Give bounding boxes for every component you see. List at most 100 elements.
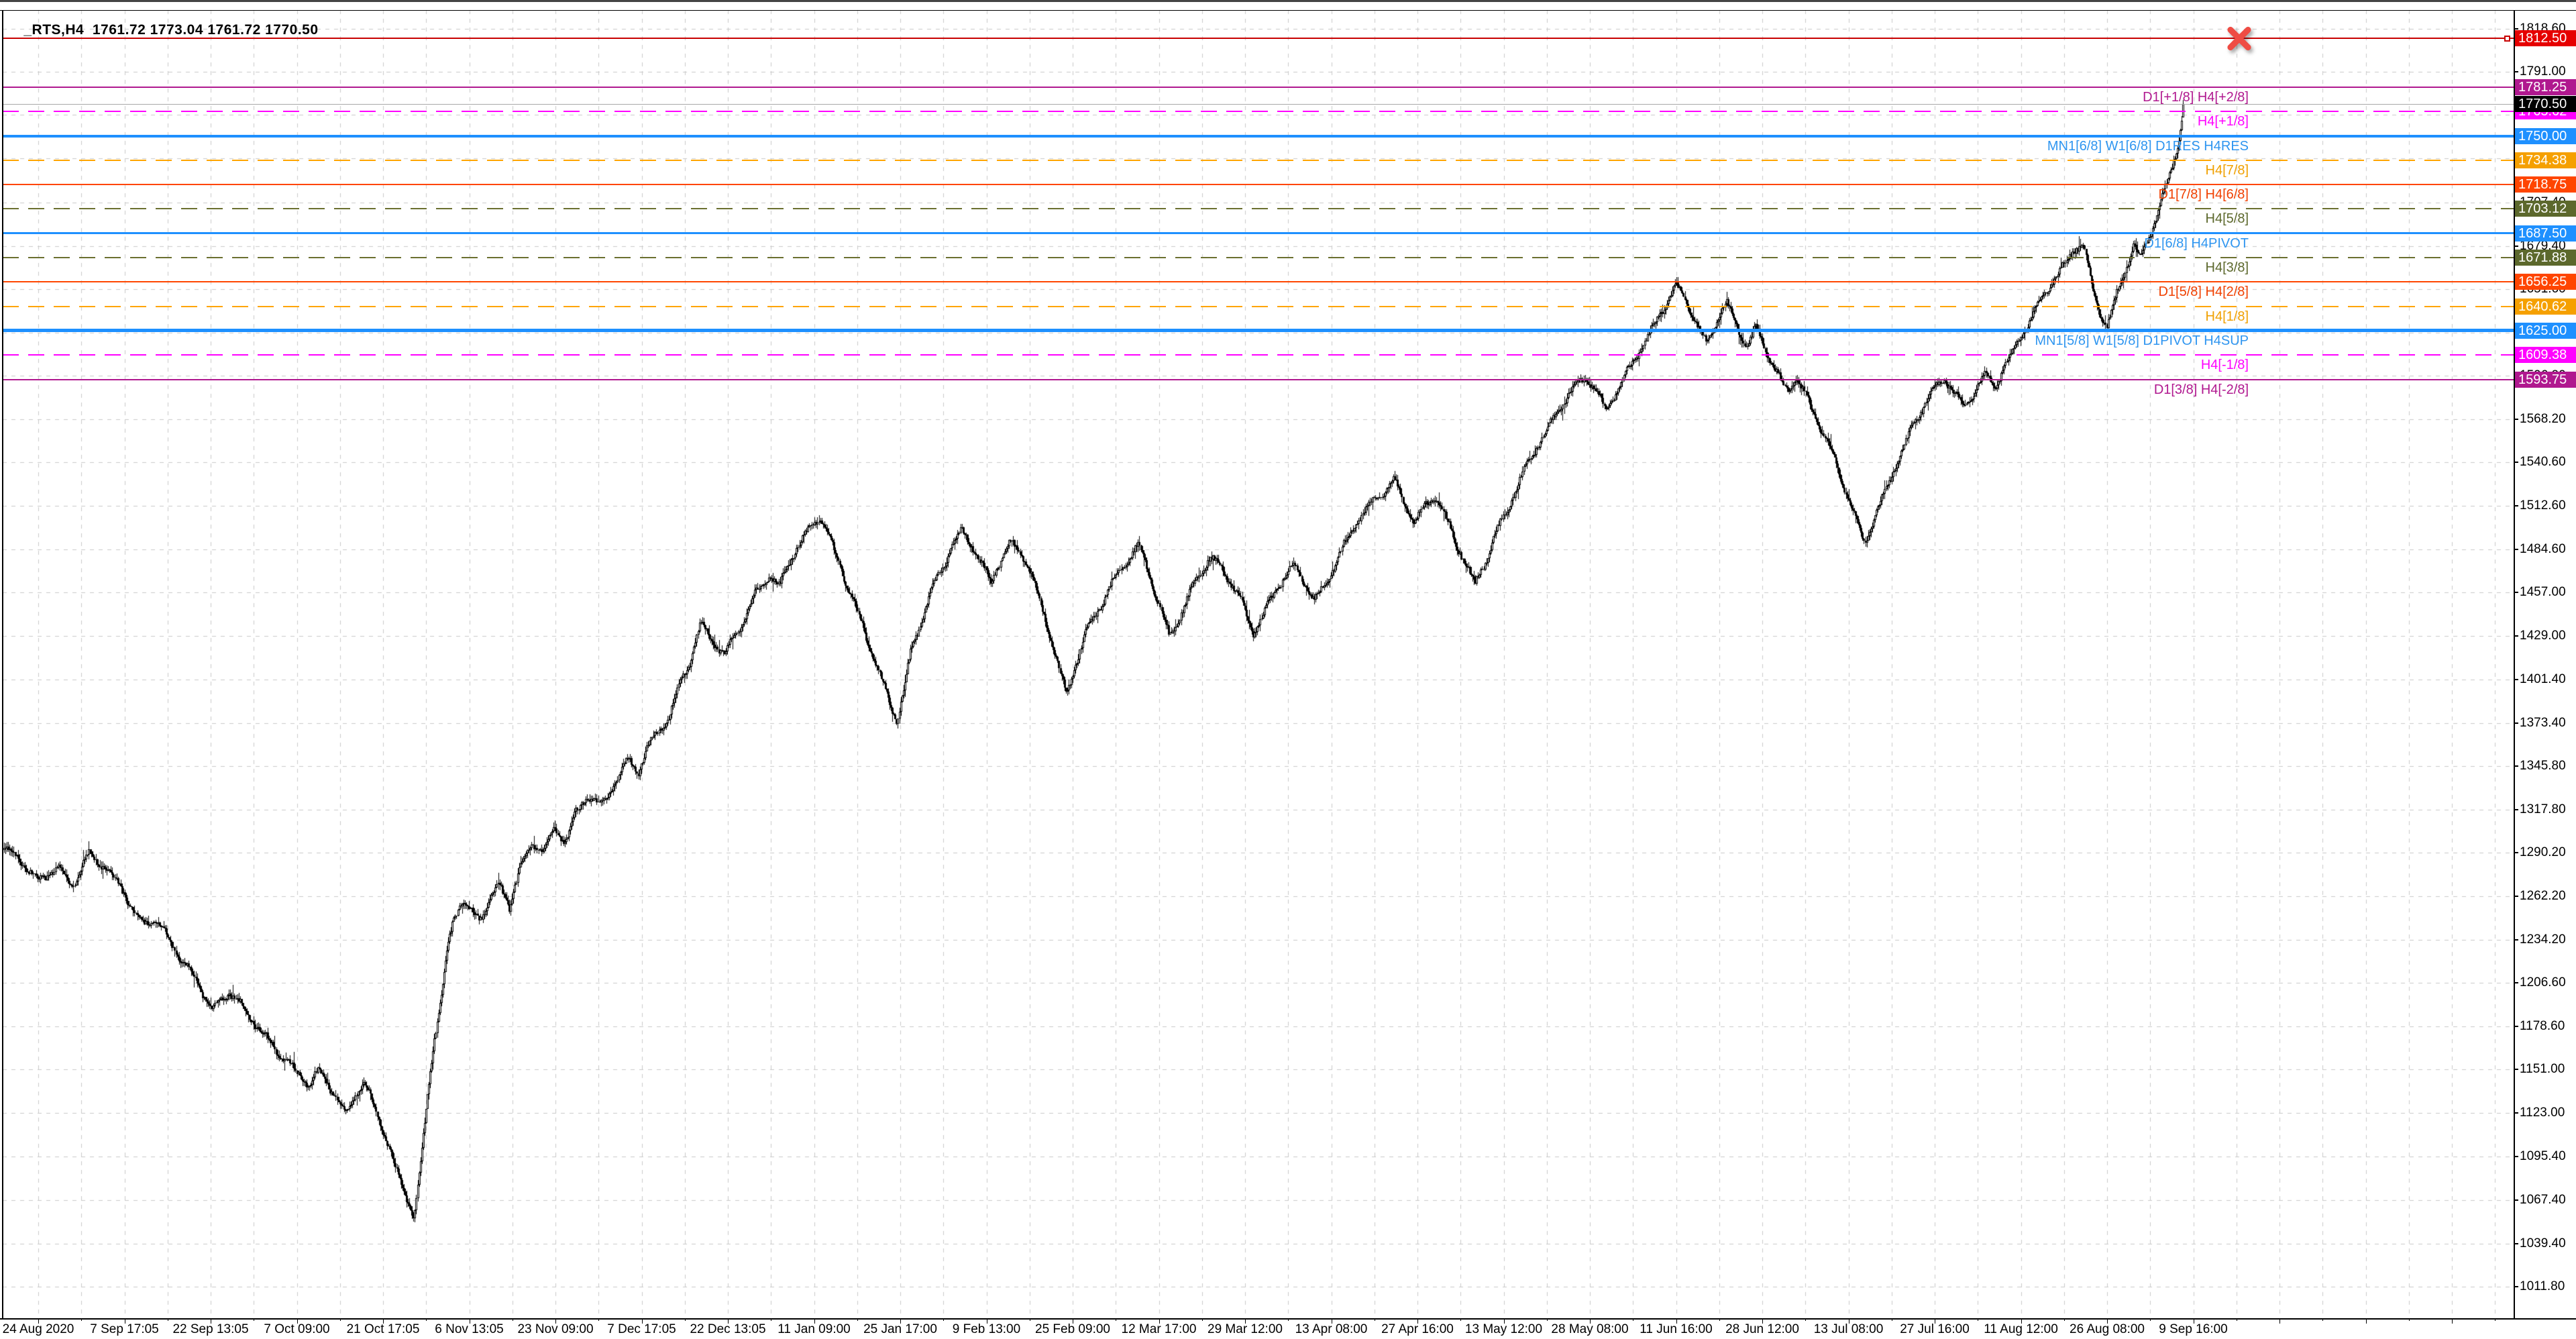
time-tickmark xyxy=(426,1318,427,1321)
time-tickmark xyxy=(2409,1318,2410,1321)
level-price-tag: 1593.75 xyxy=(2514,371,2576,388)
level-price-tag: 1687.50 xyxy=(2514,225,2576,242)
level-price-tag: 1625.00 xyxy=(2514,322,2576,339)
time-tickmark xyxy=(2279,1318,2280,1324)
price-tick: 1290.20 xyxy=(2520,845,2566,859)
price-tick: 1791.00 xyxy=(2520,64,2566,79)
time-tickmark xyxy=(2150,1318,2151,1321)
level-price-tag: 1718.75 xyxy=(2514,176,2576,193)
time-tickmark xyxy=(598,1318,599,1321)
level-price-tag: 1609.38 xyxy=(2514,347,2576,364)
level-line-1781.25[interactable] xyxy=(3,86,2514,88)
price-tickmark xyxy=(2514,1155,2518,1157)
price-tick: 1234.20 xyxy=(2520,932,2566,947)
time-label: 28 May 08:00 xyxy=(1551,1322,1629,1336)
plot-border-left xyxy=(2,10,3,1318)
time-label: 9 Sep 16:00 xyxy=(2159,1322,2228,1336)
price-tickmark xyxy=(2514,635,2518,637)
plot-border-bottom xyxy=(0,1318,2576,1320)
price-tickmark xyxy=(2514,1199,2518,1201)
price-axis-line xyxy=(2514,10,2515,1318)
chart-title: _RTS,H4 1761.72 1773.04 1761.72 1770.50 xyxy=(7,6,319,54)
price-tick: 1457.00 xyxy=(2520,585,2566,600)
time-tickmark xyxy=(2064,1318,2065,1321)
time-tickmark xyxy=(943,1318,944,1321)
time-tickmark xyxy=(1288,1318,1289,1321)
price-tickmark xyxy=(2514,505,2518,507)
time-label: 26 Aug 08:00 xyxy=(2070,1322,2145,1336)
time-tickmark xyxy=(297,1318,298,1324)
price-tickmark xyxy=(2514,765,2518,767)
time-label: 7 Dec 17:05 xyxy=(607,1322,676,1336)
level-line-1671.88[interactable] xyxy=(3,257,2514,259)
price-tick: 1345.80 xyxy=(2520,758,2566,773)
time-label: 11 Aug 12:00 xyxy=(1984,1322,2058,1336)
time-tickmark xyxy=(1245,1318,1246,1324)
time-tickmark xyxy=(642,1318,643,1324)
time-label: 22 Sep 13:05 xyxy=(172,1322,249,1336)
time-tickmark xyxy=(814,1318,815,1324)
price-tickmark xyxy=(2514,1242,2518,1244)
time-label: 6 Nov 13:05 xyxy=(435,1322,504,1336)
time-tickmark xyxy=(2107,1318,2108,1324)
time-tickmark xyxy=(383,1318,384,1324)
price-tickmark xyxy=(2514,895,2518,897)
level-line-1656.25[interactable] xyxy=(3,281,2514,283)
price-tick: 1401.40 xyxy=(2520,672,2566,686)
time-label: 12 Mar 17:00 xyxy=(1121,1322,1197,1336)
level-price-tag: 1750.00 xyxy=(2514,127,2576,144)
level-price-tag: 1703.12 xyxy=(2514,201,2576,217)
price-tick: 1317.80 xyxy=(2520,802,2566,816)
level-line-1718.75[interactable] xyxy=(3,184,2514,186)
time-tickmark xyxy=(728,1318,729,1324)
time-label: 27 Apr 16:00 xyxy=(1381,1322,1454,1336)
time-label: 25 Feb 09:00 xyxy=(1035,1322,1110,1336)
level-caption: H4[5/8] xyxy=(2205,211,2249,227)
level-price-tag: 1812.50 xyxy=(2514,30,2576,47)
level-line-1640.62[interactable] xyxy=(3,305,2514,307)
time-tickmark xyxy=(900,1318,901,1324)
price-tickmark xyxy=(2514,1026,2518,1028)
level-caption: D1[5/8] H4[2/8] xyxy=(2158,284,2249,300)
time-label: 25 Jan 17:00 xyxy=(863,1322,937,1336)
red-line-endpoint-handle[interactable] xyxy=(2504,35,2510,42)
price-tick: 1429.00 xyxy=(2520,629,2566,643)
time-label: 27 Jul 16:00 xyxy=(1900,1322,1970,1336)
level-line-1687.50[interactable] xyxy=(3,232,2514,235)
level-price-tag: 1734.38 xyxy=(2514,152,2576,168)
price-tick: 1039.40 xyxy=(2520,1236,2566,1250)
time-tickmark xyxy=(38,1318,39,1324)
time-tickmark xyxy=(1676,1318,1677,1324)
level-line-1812.50[interactable] xyxy=(3,38,2514,40)
level-caption: H4[+1/8] xyxy=(2197,114,2249,129)
close-signal-icon[interactable] xyxy=(2222,21,2256,55)
price-tickmark xyxy=(2514,939,2518,941)
level-line-1625.00[interactable] xyxy=(3,329,2514,333)
level-line-1609.38[interactable] xyxy=(3,354,2514,356)
time-label: 13 Jul 08:00 xyxy=(1813,1322,1884,1336)
price-tickmark xyxy=(2514,851,2518,853)
time-label: 9 Feb 13:00 xyxy=(952,1322,1021,1336)
time-label: 22 Dec 13:05 xyxy=(690,1322,766,1336)
time-tickmark xyxy=(1719,1318,1720,1321)
price-tick: 1373.40 xyxy=(2520,715,2566,730)
price-tickmark xyxy=(2514,71,2518,73)
level-line-1703.12[interactable] xyxy=(3,208,2514,210)
level-line-1750.00[interactable] xyxy=(3,134,2514,138)
price-tickmark xyxy=(2514,1285,2518,1287)
time-tickmark xyxy=(1805,1318,1806,1321)
price-tickmark xyxy=(2514,28,2518,30)
time-label: 21 Oct 17:05 xyxy=(346,1322,420,1336)
current-price-line xyxy=(3,103,2514,105)
level-caption: H4[7/8] xyxy=(2205,162,2249,178)
price-tickmark xyxy=(2514,549,2518,551)
price-tickmark xyxy=(2514,592,2518,594)
level-line-1593.75[interactable] xyxy=(3,378,2514,380)
price-tick: 1679.40 xyxy=(2520,238,2566,253)
time-label: 7 Oct 09:00 xyxy=(264,1322,330,1336)
price-tickmark xyxy=(2514,678,2518,680)
level-line-1734.38[interactable] xyxy=(3,159,2514,161)
level-line-1765.62[interactable] xyxy=(3,111,2514,113)
